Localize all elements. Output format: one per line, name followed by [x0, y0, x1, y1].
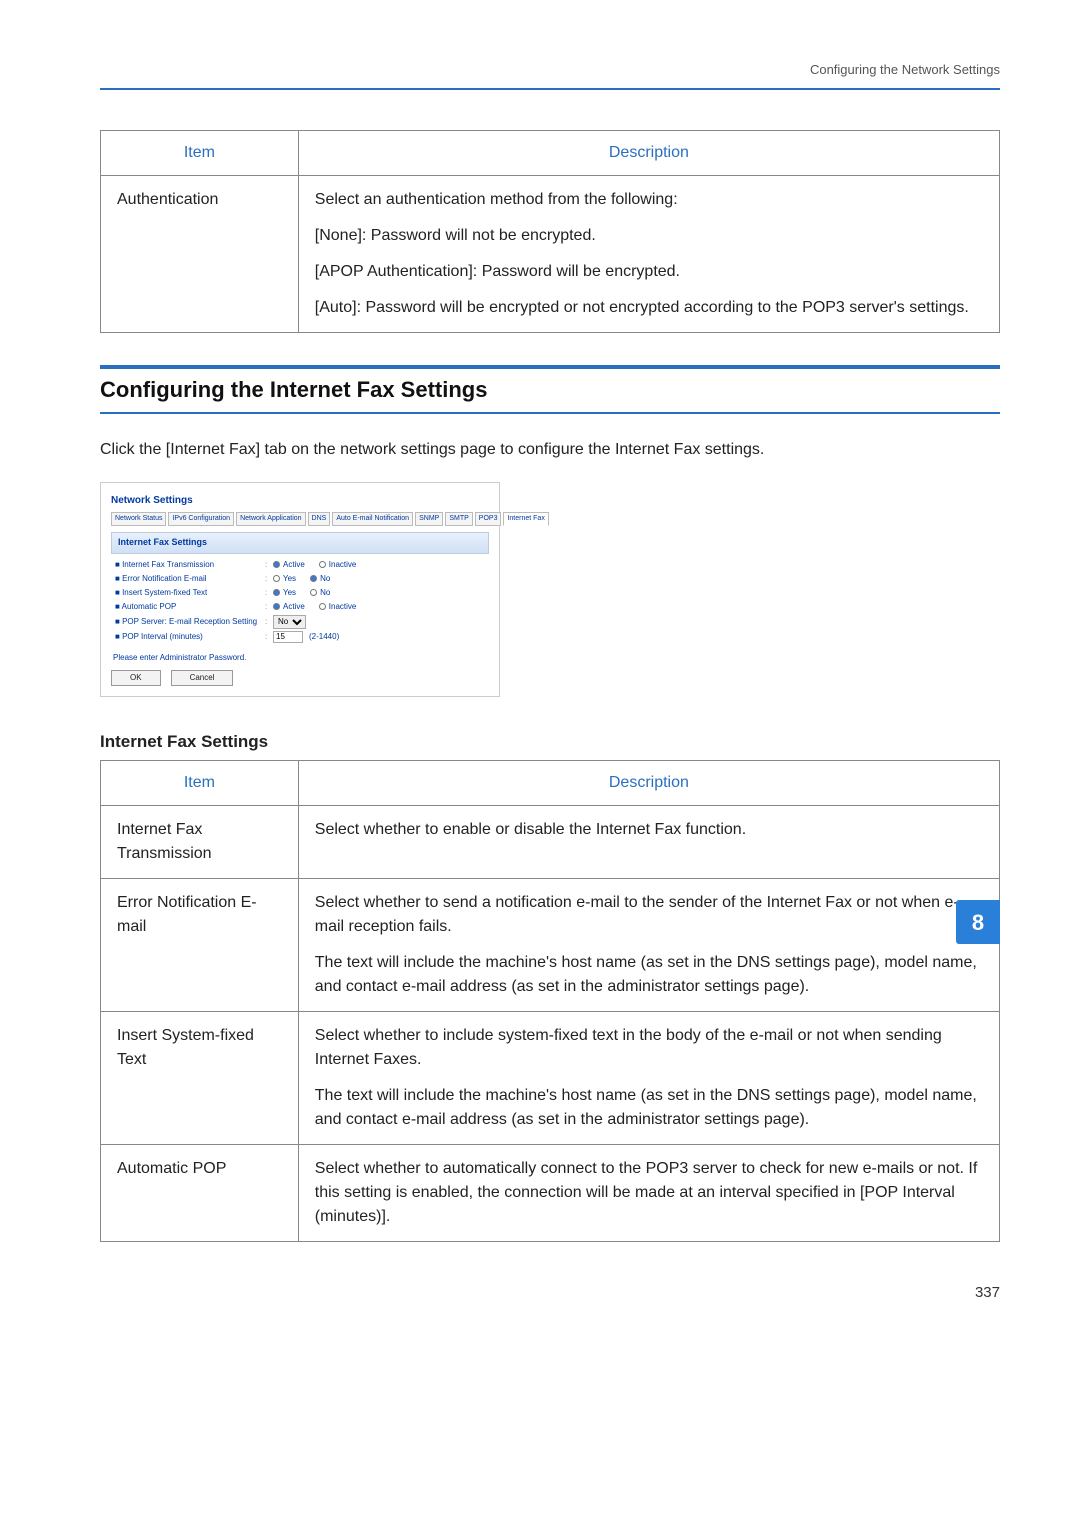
table2-row2-desc: Select whether to include system-fixed t… [298, 1012, 999, 1145]
table2-row3-desc: Select whether to automatically connect … [298, 1145, 999, 1242]
table2-row1-desc: Select whether to send a notification e-… [298, 879, 999, 1012]
radio-yes2[interactable]: Yes [273, 587, 296, 599]
radio-no2[interactable]: No [310, 587, 330, 599]
ok-button[interactable]: OK [111, 670, 161, 686]
radio-active2-label: Active [283, 601, 305, 613]
screenshot-tabs: Network Status IPv6 Configuration Networ… [111, 512, 489, 527]
embedded-screenshot: Network Settings Network Status IPv6 Con… [100, 482, 500, 697]
screenshot-nav-title: Network Settings [111, 493, 489, 508]
chapter-tab: 8 [956, 900, 1000, 944]
range-pop-interval: (2-1440) [309, 631, 339, 643]
table2-row0-p0: Select whether to enable or disable the … [315, 818, 983, 842]
radio-inactive2-label: Inactive [329, 601, 357, 613]
table2-row0-desc: Select whether to enable or disable the … [298, 806, 999, 879]
page-header-breadcrumb: Configuring the Network Settings [100, 60, 1000, 80]
tab-dns[interactable]: DNS [308, 512, 331, 527]
tab-network-status[interactable]: Network Status [111, 512, 166, 527]
section-rule-bot [100, 412, 1000, 414]
tab-pop3[interactable]: POP3 [475, 512, 502, 527]
page-number: 337 [100, 1282, 1000, 1305]
tab-network-app[interactable]: Network Application [236, 512, 305, 527]
tab-ipv6[interactable]: IPv6 Configuration [168, 512, 234, 527]
table2-row3-p0: Select whether to automatically connect … [315, 1157, 983, 1229]
table-row: Insert System-fixed Text Select whether … [101, 1012, 1000, 1145]
table-row: Internet Fax Transmission Select whether… [101, 806, 1000, 879]
table2-header-item: Item [101, 761, 299, 806]
table2-row3-item: Automatic POP [101, 1145, 299, 1242]
table2-row1-p0: Select whether to send a notification e-… [315, 891, 983, 939]
table1-header-desc: Description [298, 130, 999, 175]
table1-row0-desc-p0: Select an authentication method from the… [315, 188, 983, 212]
radio-no-label: No [320, 573, 330, 585]
tab-smtp[interactable]: SMTP [445, 512, 472, 527]
screenshot-panel-title: Internet Fax Settings [111, 532, 489, 554]
table2-row2-p0: Select whether to include system-fixed t… [315, 1024, 983, 1072]
radio-inactive2[interactable]: Inactive [319, 601, 357, 613]
table1-row0-desc-p1: [None]: Password will not be encrypted. [315, 224, 983, 248]
table1-row0-desc-p3: [Auto]: Password will be encrypted or no… [315, 296, 983, 320]
row-pop-server: ■ POP Server: E-mail Reception Setting :… [111, 614, 489, 630]
lbl-pop-interval: POP Interval (minutes) [122, 632, 203, 641]
table-row: Error Notification E-mail Select whether… [101, 879, 1000, 1012]
table2-row2-p1: The text will include the machine's host… [315, 1084, 983, 1132]
radio-no2-label: No [320, 587, 330, 599]
section-rule-top [100, 365, 1000, 369]
lbl-ifax-transmission: Internet Fax Transmission [122, 560, 214, 569]
table1-row0-desc: Select an authentication method from the… [298, 175, 999, 332]
table2-row0-item: Internet Fax Transmission [101, 806, 299, 879]
screenshot-note: Please enter Administrator Password. [113, 652, 489, 664]
table-row: Automatic POP Select whether to automati… [101, 1145, 1000, 1242]
section-title: Configuring the Internet Fax Settings [100, 373, 1000, 406]
tab-snmp[interactable]: SNMP [415, 512, 443, 527]
tab-auto-email[interactable]: Auto E-mail Notification [332, 512, 413, 527]
radio-no[interactable]: No [310, 573, 330, 585]
radio-inactive-label: Inactive [329, 559, 357, 571]
row-insert-text: ■ Insert System-fixed Text : Yes No [111, 586, 489, 600]
row-pop-interval: ■ POP Interval (minutes) : (2-1440) [111, 630, 489, 644]
row-ifax-transmission: ■ Internet Fax Transmission : Active Ina… [111, 558, 489, 572]
row-error-notif: ■ Error Notification E-mail : Yes No [111, 572, 489, 586]
table1-row0-item: Authentication [101, 175, 299, 332]
lbl-auto-pop: Automatic POP [122, 602, 177, 611]
radio-active-label: Active [283, 559, 305, 571]
radio-yes[interactable]: Yes [273, 573, 296, 585]
radio-active[interactable]: Active [273, 559, 305, 571]
tab-internet-fax[interactable]: Internet Fax [503, 512, 548, 527]
authentication-table: Item Description Authentication Select a… [100, 130, 1000, 333]
table2-header-desc: Description [298, 761, 999, 806]
radio-yes2-label: Yes [283, 587, 296, 599]
table2-row1-item: Error Notification E-mail [101, 879, 299, 1012]
row-auto-pop: ■ Automatic POP : Active Inactive [111, 600, 489, 614]
header-rule [100, 88, 1000, 90]
select-pop-reception[interactable]: No [273, 615, 306, 629]
lbl-pop-server: POP Server: E-mail Reception Setting [122, 617, 257, 626]
table1-row0-desc-p2: [APOP Authentication]: Password will be … [315, 260, 983, 284]
lbl-error-notif: Error Notification E-mail [122, 574, 206, 583]
table1-header-item: Item [101, 130, 299, 175]
radio-inactive[interactable]: Inactive [319, 559, 357, 571]
section-intro: Click the [Internet Fax] tab on the netw… [100, 438, 1000, 462]
table2-row1-p1: The text will include the machine's host… [315, 951, 983, 999]
ifax-settings-table: Item Description Internet Fax Transmissi… [100, 760, 1000, 1242]
subhead-ifax-settings: Internet Fax Settings [100, 729, 1000, 755]
radio-active2[interactable]: Active [273, 601, 305, 613]
cancel-button[interactable]: Cancel [171, 670, 234, 686]
table2-row2-item: Insert System-fixed Text [101, 1012, 299, 1145]
lbl-insert-text: Insert System-fixed Text [122, 588, 207, 597]
radio-yes-label: Yes [283, 573, 296, 585]
table-row: Authentication Select an authentication … [101, 175, 1000, 332]
input-pop-interval[interactable] [273, 631, 303, 643]
